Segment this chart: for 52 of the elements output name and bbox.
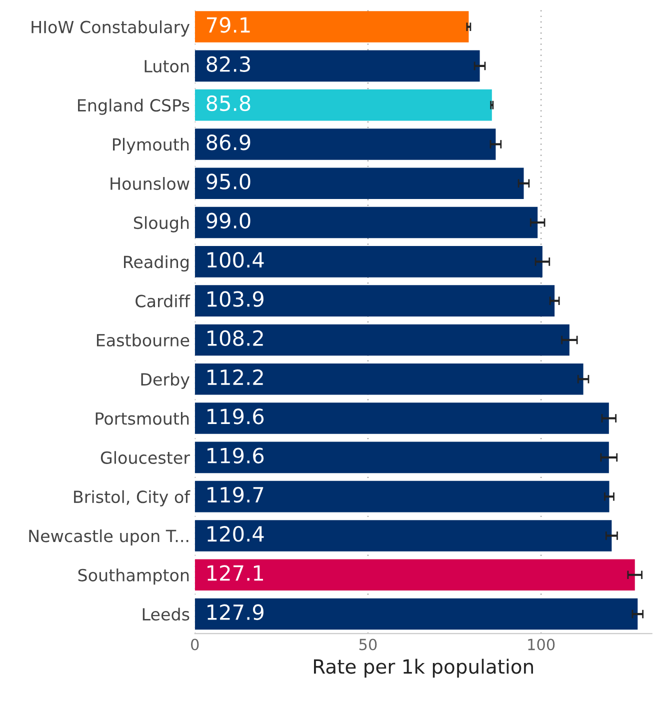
x-axis-title: Rate per 1k population (314, 658, 533, 678)
data-label: 119.6 (208, 408, 264, 424)
data-label: 119.6 (208, 448, 264, 464)
bar (194, 442, 609, 474)
data-label: 127.9 (208, 604, 264, 620)
bar (194, 363, 584, 395)
data-label: 112.2 (208, 369, 263, 385)
bar (194, 128, 496, 160)
y-tick-label: Reading (124, 255, 188, 272)
bar (194, 598, 638, 630)
data-label: 79.1 (206, 17, 250, 33)
y-tick-label: Southampton (78, 568, 189, 585)
y-tick-label: England CSPs (78, 98, 190, 115)
bar (194, 324, 570, 356)
bar (194, 246, 542, 278)
bar (194, 89, 492, 121)
bar (194, 168, 524, 200)
data-label: 95.0 (206, 174, 250, 190)
data-label: 119.7 (208, 486, 264, 503)
x-tick-label: 100 (528, 638, 555, 650)
bar (194, 50, 480, 82)
data-label: 120.4 (208, 526, 264, 542)
data-label: 82.3 (206, 56, 250, 72)
bar (194, 285, 555, 316)
y-tick-label: Eastbourne (96, 334, 190, 347)
bar (194, 206, 538, 238)
y-tick-label: Luton (144, 60, 189, 72)
y-tick-label: Leeds (142, 608, 190, 621)
y-tick-label: Newcastle upon T... (29, 529, 188, 546)
y-tick-label: HIoW Constabulary (32, 20, 190, 37)
bar (194, 402, 609, 434)
bar (194, 559, 635, 591)
y-tick-label: Gloucester (100, 451, 190, 464)
y-tick-label: Plymouth (113, 138, 189, 154)
bar (194, 11, 469, 42)
y-tick-label: Hounslow (110, 177, 190, 190)
y-tick-label: Slough (134, 216, 189, 232)
data-label: 85.8 (206, 95, 250, 112)
x-tick-label: 0 (191, 638, 199, 650)
bar (194, 520, 612, 552)
data-label: 100.4 (208, 252, 264, 268)
data-label: 108.2 (208, 330, 263, 346)
data-label: 99.0 (206, 212, 250, 229)
data-label: 103.9 (208, 291, 264, 307)
x-tick-label: 50 (359, 638, 377, 650)
y-tick-label: Derby (141, 372, 190, 389)
data-label: 127.1 (208, 565, 263, 581)
data-label: 86.9 (206, 134, 250, 150)
bar (194, 480, 610, 512)
y-tick-label: Cardiff (136, 294, 190, 308)
y-tick-label: Portsmouth (96, 412, 189, 425)
y-tick-label: Bristol, City of (74, 490, 190, 506)
